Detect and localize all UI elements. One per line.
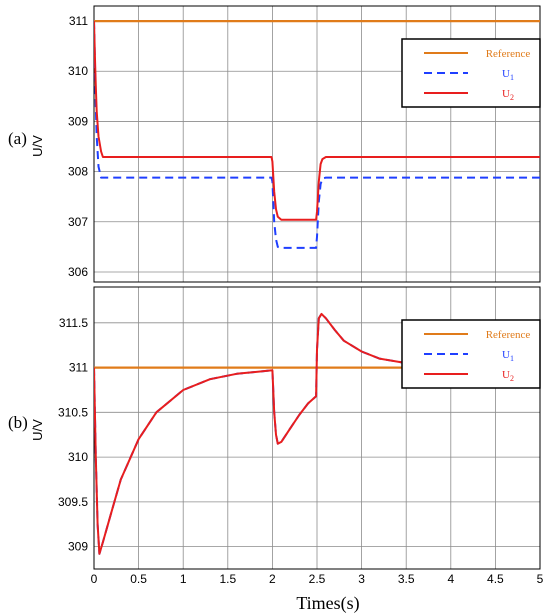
y-axis-label: U/V — [30, 135, 45, 157]
x-tick-label: 1 — [180, 572, 187, 586]
panel-label: (b) — [8, 413, 28, 432]
x-tick-label: 2 — [269, 572, 276, 586]
legend-label-u2: U2 — [502, 369, 514, 383]
legend: Reference U1 U2 — [401, 38, 541, 108]
series-line-u1 — [94, 21, 540, 249]
legend-label-reference: Reference — [486, 48, 531, 60]
x-tick-label: 5 — [537, 572, 544, 586]
x-tick-label: 1.5 — [219, 572, 236, 586]
legend-label-u1: U1 — [502, 68, 514, 82]
plot-frame — [93, 5, 541, 283]
y-tick-label: 311.5 — [59, 316, 88, 330]
legend-label-u2: U2 — [502, 88, 514, 102]
x-tick-label: 4.5 — [487, 572, 504, 586]
y-tick-label: 308 — [68, 165, 88, 179]
y-tick-label: 310 — [68, 64, 88, 78]
panel-b: 309 309.5 310 310.5 311 311.5 0 0.5 1 1.5 2 2.5 3 3.5… — [8, 286, 544, 586]
y-tick-label: 310.5 — [58, 405, 88, 419]
y-tick-label: 306 — [68, 265, 88, 279]
legend-label-reference: Reference — [486, 329, 531, 341]
x-tick-label: 2.5 — [309, 572, 326, 586]
y-tick-label: 309.5 — [58, 495, 88, 509]
series-line-u2 — [94, 312, 540, 555]
x-tick-label: 0 — [91, 572, 98, 586]
y-tick-label: 311 — [69, 14, 88, 28]
y-axis-label: U/V — [30, 419, 45, 441]
plot-frame — [93, 286, 541, 570]
y-tick-label: 311 — [69, 361, 88, 375]
legend-label-u1: U1 — [502, 349, 514, 363]
y-tick-label: 310 — [68, 450, 88, 464]
x-axis-label: Times(s) — [296, 593, 359, 614]
y-tick-label: 307 — [68, 215, 88, 229]
panel-a: 306 307 308 309 310 311 U/V(a) Reference U1 U2 — [8, 5, 541, 283]
y-tick-label: 309 — [68, 540, 88, 554]
panel-label: (a) — [8, 129, 27, 148]
y-tick-label: 309 — [68, 114, 88, 128]
series-line-u2 — [94, 21, 540, 221]
x-tick-label: 4 — [447, 572, 454, 586]
x-tick-label: 3.5 — [398, 572, 415, 586]
x-tick-label: 0.5 — [130, 572, 147, 586]
legend: Reference U1 U2 — [401, 319, 541, 389]
x-tick-label: 3 — [358, 572, 365, 586]
